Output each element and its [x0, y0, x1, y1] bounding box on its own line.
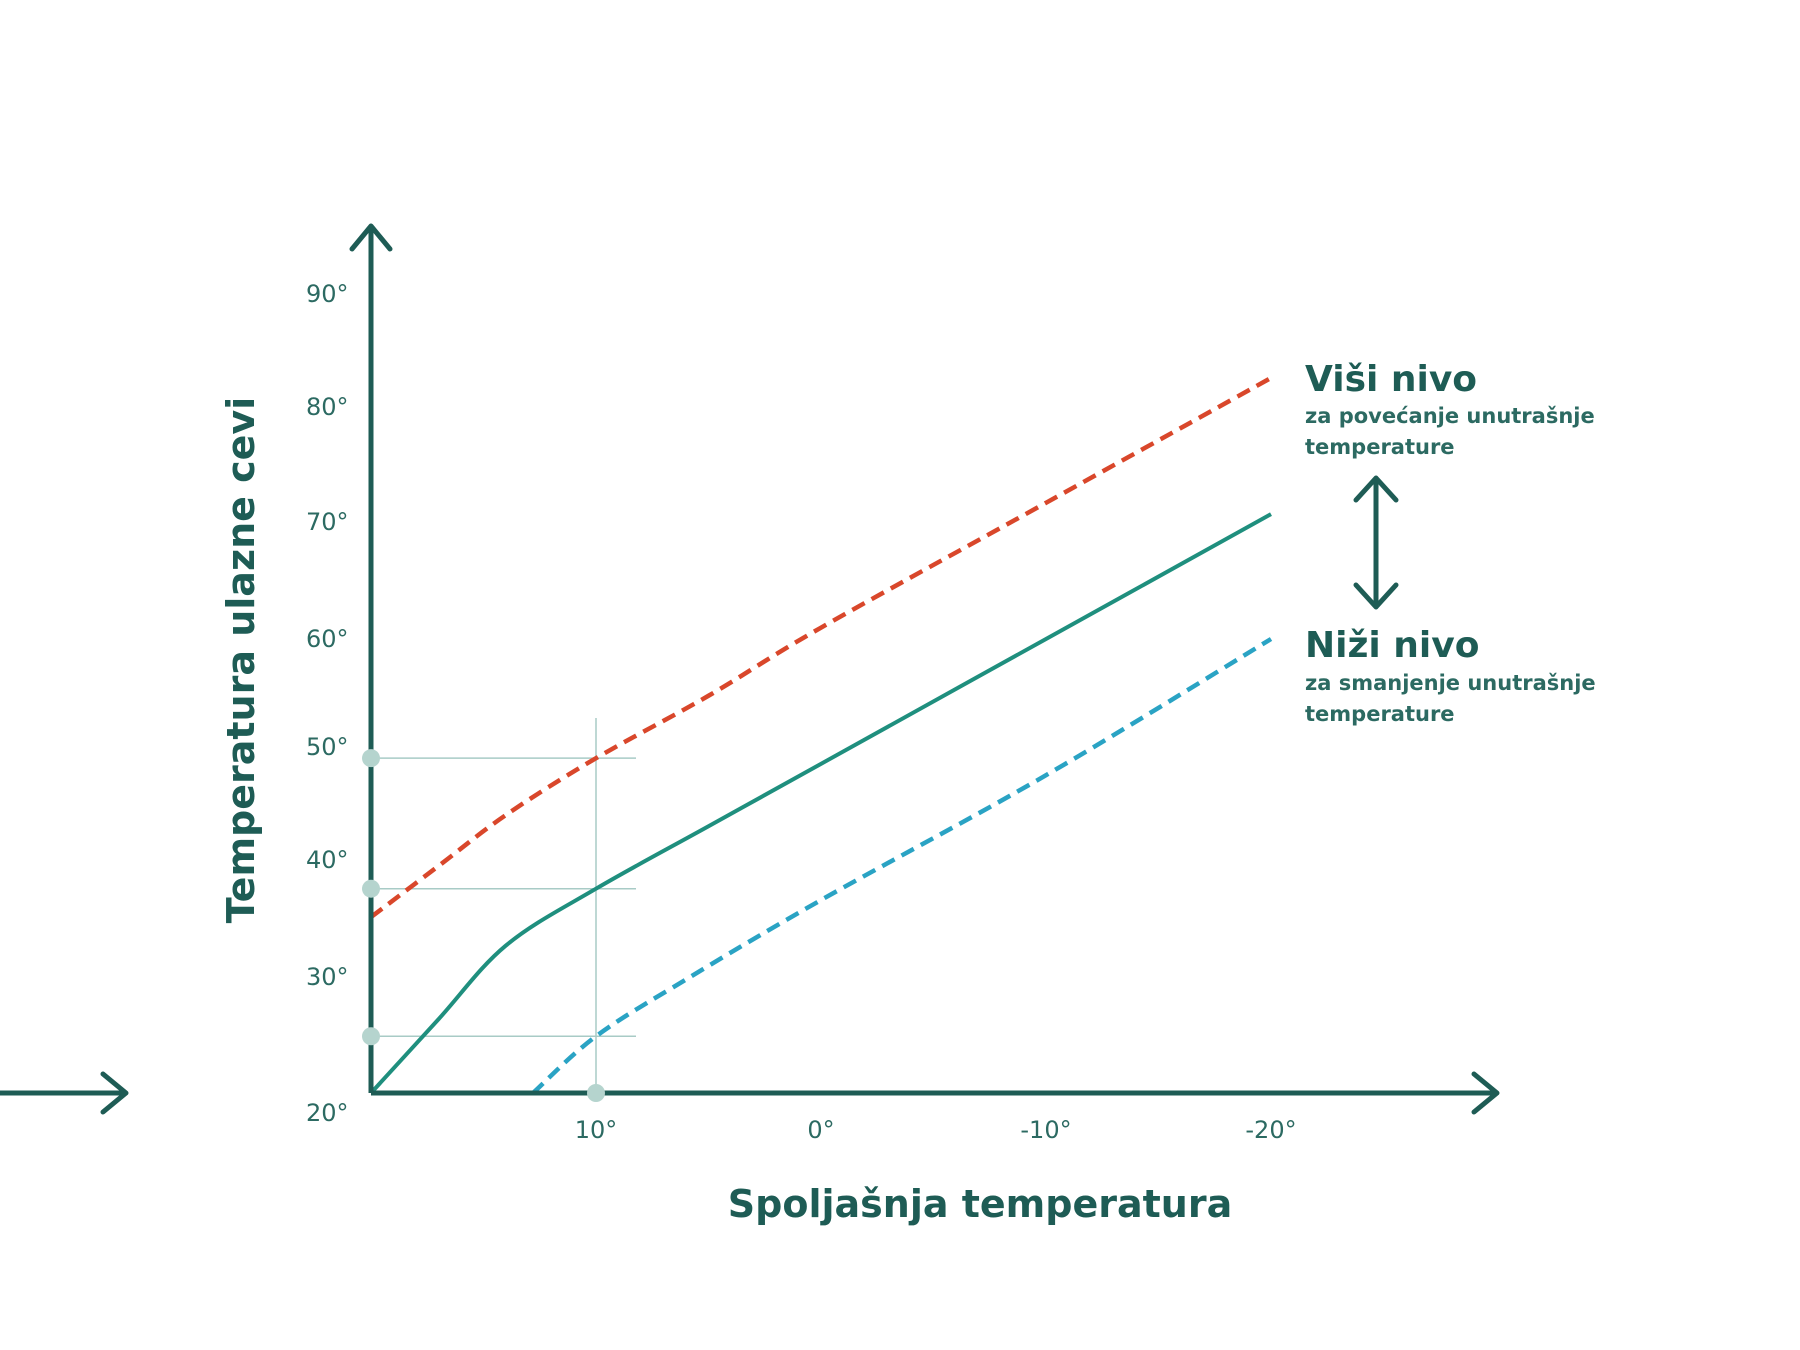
series-line-1 [369, 375, 1273, 919]
series-line-3 [531, 637, 1273, 1095]
x-tick-label: 10° [575, 1116, 618, 1144]
x-tick-label: 0° [807, 1116, 834, 1144]
y-tick-label: 60° [306, 625, 349, 653]
y-axis-arrowhead [349, 223, 393, 252]
y-tick-label: 90° [306, 280, 349, 308]
series-line-2 [369, 512, 1272, 1095]
x-axis-arrowhead [1471, 1071, 1500, 1115]
double-arrow-icon [1353, 475, 1399, 610]
lower-level-subtitle-1: za smanjenje unutrašnje [1305, 671, 1596, 695]
x-tick-label: -10° [1020, 1116, 1071, 1144]
lower-level-subtitle-2: temperature [1305, 702, 1455, 726]
y-tick-label: 40° [306, 846, 349, 874]
higher-level-title: Viši nivo [1305, 359, 1477, 400]
y-tick-label: 50° [306, 733, 349, 761]
y-tick-label: 80° [306, 393, 349, 421]
y-tick-label: 20° [306, 1099, 349, 1127]
lower-level-title: Niži nivo [1305, 625, 1479, 666]
reference-markers [362, 749, 605, 1102]
y-tick-label: 30° [306, 963, 349, 991]
left-arrow-head [100, 1071, 129, 1115]
y-reference-marker [362, 1027, 380, 1046]
y-tick-label: 70° [306, 508, 349, 536]
annotation-lower-level: Niži nivo za smanjenje unutrašnje temper… [1305, 625, 1596, 726]
y-reference-marker [362, 879, 380, 898]
x-tick-label: -20° [1245, 1116, 1296, 1144]
annotation-higher-level: Viši nivo za povećanje unutrašnje temper… [1305, 359, 1595, 459]
y-reference-marker [362, 749, 380, 768]
reference-grid-lines [371, 718, 636, 1093]
x-reference-marker [587, 1084, 605, 1102]
tick-labels: 20° 30° 40° 50° 60° 70° 80° 90° 10° 0° -10° -20° [306, 280, 1297, 1144]
series-lines [369, 375, 1273, 1095]
higher-level-subtitle-1: za povećanje unutrašnje [1305, 404, 1595, 428]
axes [0, 223, 1500, 1115]
y-axis-title: Temperatura ulazne cevi [219, 397, 263, 923]
higher-level-subtitle-2: temperature [1305, 435, 1455, 459]
x-axis-title: Spoljašnja temperatura [728, 1182, 1232, 1226]
